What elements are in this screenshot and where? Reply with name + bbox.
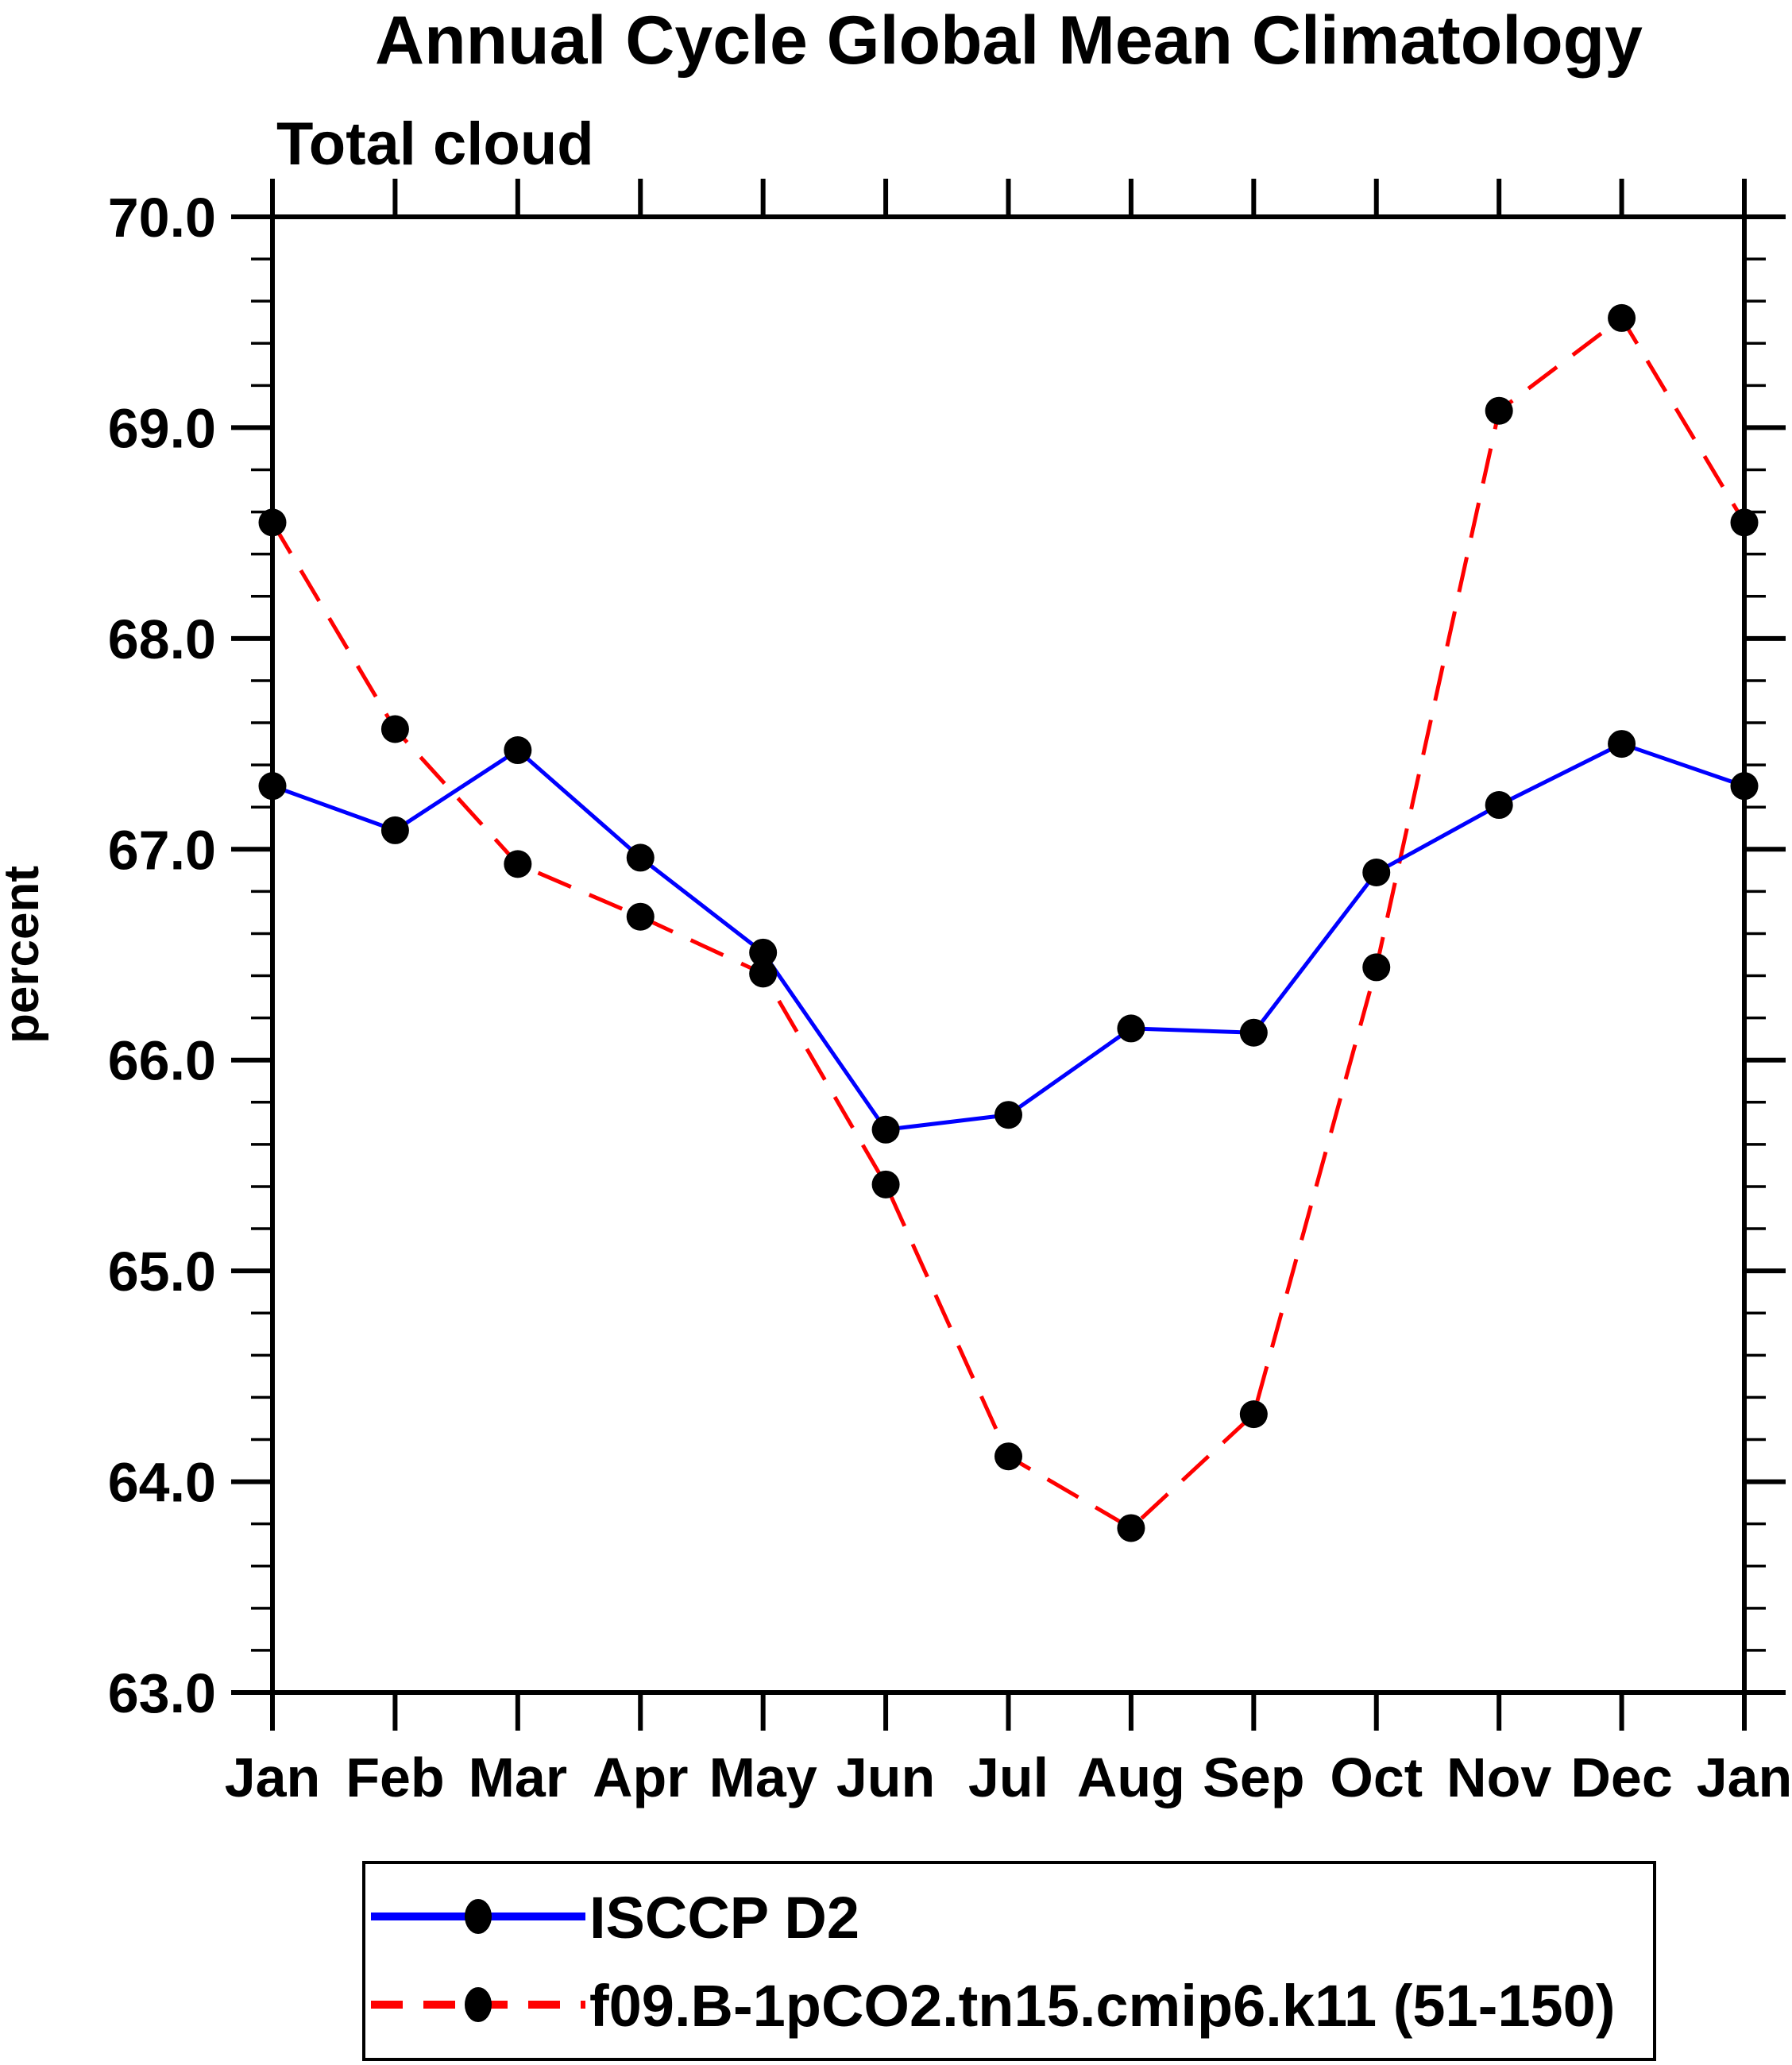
x-tick-label: Jan [1697, 1747, 1792, 1808]
x-tick-label: Sep [1203, 1747, 1304, 1808]
x-tick-label: Jan [225, 1747, 321, 1808]
legend-item-model-run: f09.B-1pCO2.tn15.cmip6.k11 (51-150) [371, 1973, 1615, 2039]
y-tick-label: 70.0 [108, 187, 216, 249]
x-tick-label: May [709, 1747, 817, 1808]
x-tick-label: Mar [469, 1747, 567, 1808]
x-tick-label: Jun [836, 1747, 935, 1808]
data-point-marker [504, 850, 532, 878]
x-tick-label: Aug [1077, 1747, 1185, 1808]
y-tick-label: 64.0 [108, 1452, 216, 1514]
y-tick-label: 66.0 [108, 1030, 216, 1092]
data-series [258, 303, 1759, 1542]
data-point-marker [871, 1115, 900, 1144]
data-point-marker [1730, 772, 1759, 801]
data-point-marker [626, 902, 655, 931]
data-point-marker [994, 1101, 1022, 1129]
data-point-marker [1608, 730, 1636, 758]
data-point-marker [871, 1170, 900, 1198]
x-tick-label: Feb [346, 1747, 444, 1808]
axes: Jan Feb Mar Apr May Jun Jul Aug Sep Oct Nov Dec Jan 7… [108, 179, 1792, 1808]
data-point-marker [749, 959, 778, 988]
x-tick-label: Oct [1330, 1747, 1423, 1808]
legend-marker-icon [465, 1899, 492, 1934]
legend-label: ISCCP D2 [589, 1885, 859, 1951]
data-point-marker [1730, 508, 1759, 537]
data-point-marker [1117, 1014, 1145, 1043]
legend-marker-icon [465, 1987, 492, 2022]
y-tick-label: 67.0 [108, 819, 216, 881]
data-point-marker [504, 736, 532, 765]
data-point-marker [1117, 1514, 1145, 1542]
data-point-marker [258, 508, 287, 537]
y-tick-label: 69.0 [108, 397, 216, 459]
data-point-marker [994, 1442, 1022, 1471]
y-tick-label: 65.0 [108, 1241, 216, 1303]
data-point-marker [1239, 1400, 1268, 1429]
data-point-marker [749, 938, 778, 967]
data-point-marker [1239, 1018, 1268, 1047]
x-tick-label: Apr [593, 1747, 689, 1808]
chart-title: Annual Cycle Global Mean Climatology [375, 2, 1643, 79]
x-tick-label: Jul [968, 1747, 1049, 1808]
legend-item-isccp-d2: ISCCP D2 [371, 1885, 859, 1951]
legend-box [362, 1861, 1656, 2061]
x-tick-label: Dec [1570, 1747, 1672, 1808]
y-tick-label: 68.0 [108, 608, 216, 670]
data-point-marker [1485, 396, 1513, 425]
data-point-marker [380, 816, 409, 844]
data-point-marker [626, 843, 655, 872]
data-point-marker [1362, 953, 1391, 982]
series-line-model [270, 315, 1747, 1530]
data-point-marker [1608, 303, 1636, 332]
y-tick-label: 63.0 [108, 1662, 216, 1724]
x-tick-label: Nov [1446, 1747, 1551, 1808]
plot-frame [270, 214, 1747, 1695]
legend: ISCCP D2 f09.B-1pCO2.tn15.cmip6.k11 (51-… [362, 1861, 1656, 2061]
data-point-marker [1485, 791, 1513, 820]
data-point-marker [380, 715, 409, 743]
data-point-marker [1362, 858, 1391, 886]
y-axis-label: percent [0, 866, 49, 1044]
chart-subtitle: Total cloud [276, 110, 594, 178]
data-point-marker [258, 772, 287, 801]
legend-label: f09.B-1pCO2.tn15.cmip6.k11 (51-150) [589, 1973, 1615, 2039]
series-line-isccp [272, 742, 1745, 1132]
